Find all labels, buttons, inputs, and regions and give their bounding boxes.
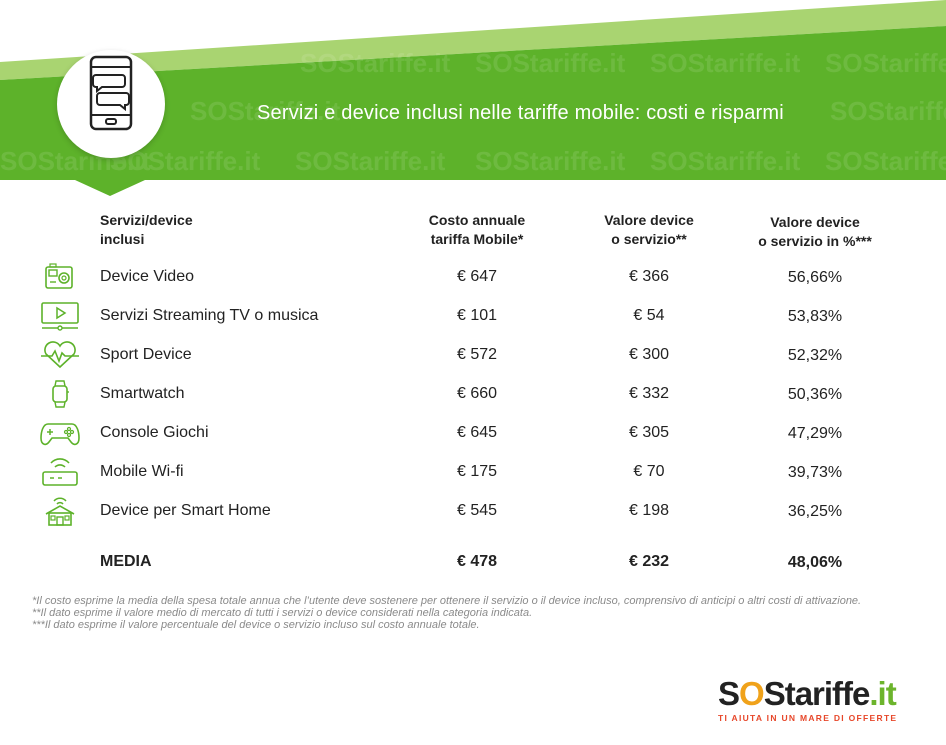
row-percent: 47,29% xyxy=(787,425,843,442)
column-header-percent-line2: o servizio in %*** xyxy=(758,233,872,249)
row-value: € 300 xyxy=(628,346,670,363)
column-header-value-line1: Valore device xyxy=(604,212,694,228)
svg-text:SOStariffe.it: SOStariffe.it xyxy=(650,48,801,78)
average-percent: 48,06% xyxy=(787,554,843,571)
row-percent: 53,83% xyxy=(787,308,843,325)
average-cost: € 478 xyxy=(456,553,498,570)
row-name: Device per Smart Home xyxy=(100,502,271,519)
row-cost: € 660 xyxy=(456,385,498,402)
row-name: Mobile Wi-fi xyxy=(100,463,184,480)
action-camera-icon xyxy=(45,263,73,289)
footnote-3: ***Il dato esprime il valore percentuale… xyxy=(32,619,480,631)
column-header-cost-line1: Costo annuale xyxy=(428,212,526,228)
column-header-services-line2: inclusi xyxy=(100,231,145,247)
row-percent: 39,73% xyxy=(787,464,843,481)
column-header-cost: Costo annuale tariffa Mobile* xyxy=(407,211,547,249)
column-header-cost-line2: tariffa Mobile* xyxy=(430,231,524,247)
logo-tagline: TI AIUTA IN UN MARE DI OFFERTE xyxy=(718,713,898,723)
smartphone-chat-icon xyxy=(89,55,133,131)
svg-text:SOStariffe.it: SOStariffe.it xyxy=(295,146,446,176)
column-header-services-line1: Servizi/device xyxy=(100,212,193,228)
row-value: € 70 xyxy=(633,463,665,480)
svg-text:SOStariffe.it: SOStariffe.it xyxy=(475,48,626,78)
smart-home-icon xyxy=(45,497,75,526)
logo-domain: .it xyxy=(869,675,896,712)
average-label: MEDIA xyxy=(100,553,152,570)
logo-wordmark: SOStariffe.it xyxy=(718,675,897,713)
average-row: MEDIA € 478 € 232 48,06% xyxy=(0,543,946,582)
gamepad-icon xyxy=(40,423,80,446)
row-value: € 198 xyxy=(628,502,670,519)
column-header-services: Servizi/device inclusi xyxy=(100,211,193,249)
table-row: Console Giochi € 645 € 305 47,29% xyxy=(0,414,946,453)
table-row: Sport Device € 572 € 300 52,32% xyxy=(0,336,946,375)
table-row: Device Video € 647 € 366 56,66% xyxy=(0,258,946,297)
logo-word-tariffe: tariffe xyxy=(784,675,871,712)
row-cost: € 647 xyxy=(456,268,498,285)
smartwatch-icon xyxy=(52,380,69,408)
svg-text:SOStariffe.it: SOStariffe.it xyxy=(190,96,341,126)
table-row: Device per Smart Home € 545 € 198 36,25% xyxy=(0,492,946,531)
column-header-percent-line1: Valore device xyxy=(770,214,860,230)
row-cost: € 572 xyxy=(456,346,498,363)
row-name: Smartwatch xyxy=(100,385,185,402)
header-background: SOStariffe.it SOStariffe.it SOStariffe.i… xyxy=(0,0,946,196)
header-banner: SOStariffe.it SOStariffe.it SOStariffe.i… xyxy=(0,0,946,200)
column-header-value-line2: o servizio** xyxy=(611,231,687,247)
row-percent: 52,32% xyxy=(787,347,843,364)
column-header-value: Valore device o servizio** xyxy=(576,211,722,249)
row-name: Console Giochi xyxy=(100,424,209,441)
row-percent: 50,36% xyxy=(787,386,843,403)
row-name: Sport Device xyxy=(100,346,192,363)
logo-letter-o: O xyxy=(739,675,765,712)
table-row: Smartwatch € 660 € 332 50,36% xyxy=(0,375,946,414)
row-cost: € 645 xyxy=(456,424,498,441)
svg-text:SOStariffe.it: SOStariffe.it xyxy=(650,146,801,176)
svg-text:SOStariffe.it: SOStariffe.it xyxy=(475,146,626,176)
row-name: Device Video xyxy=(100,268,194,285)
sostariffe-logo: SOStariffe.it TI AIUTA IN UN MARE DI OFF… xyxy=(718,675,918,725)
wifi-router-icon xyxy=(42,458,78,486)
row-cost: € 175 xyxy=(456,463,498,480)
row-value: € 366 xyxy=(628,268,670,285)
row-cost: € 101 xyxy=(456,307,498,324)
row-name: Servizi Streaming TV o musica xyxy=(100,307,319,324)
row-percent: 36,25% xyxy=(787,503,843,520)
footnotes: *Il costo esprime la media della spesa t… xyxy=(32,595,912,631)
footnote-2: **Il dato esprime il valore medio di mer… xyxy=(32,607,533,619)
table-row: Mobile Wi-fi € 175 € 70 39,73% xyxy=(0,453,946,492)
svg-text:SOStariffe.it: SOStariffe.it xyxy=(825,146,946,176)
heartbeat-icon xyxy=(41,341,79,369)
row-value: € 332 xyxy=(628,385,670,402)
phone-icon-badge xyxy=(57,50,165,158)
row-value: € 54 xyxy=(633,307,665,324)
row-percent: 56,66% xyxy=(787,269,843,286)
footnote-1: *Il costo esprime la media della spesa t… xyxy=(32,595,862,607)
row-cost: € 545 xyxy=(456,502,498,519)
streaming-tv-icon xyxy=(41,302,79,331)
column-header-percent: Valore device o servizio in %*** xyxy=(745,213,885,251)
average-value: € 232 xyxy=(628,553,670,570)
page-title: Servizi e device inclusi nelle tariffe m… xyxy=(257,102,784,124)
logo-letter-s: S xyxy=(718,675,740,712)
logo-letter-s-2: S xyxy=(763,675,786,712)
svg-text:SOStariffe.it: SOStariffe.it xyxy=(830,96,946,126)
svg-text:SOStariffe.it: SOStariffe.it xyxy=(300,48,451,78)
table-row: Servizi Streaming TV o musica € 101 € 54… xyxy=(0,297,946,336)
row-value: € 305 xyxy=(628,424,670,441)
svg-text:SOStariffe.it: SOStariffe.it xyxy=(825,48,946,78)
